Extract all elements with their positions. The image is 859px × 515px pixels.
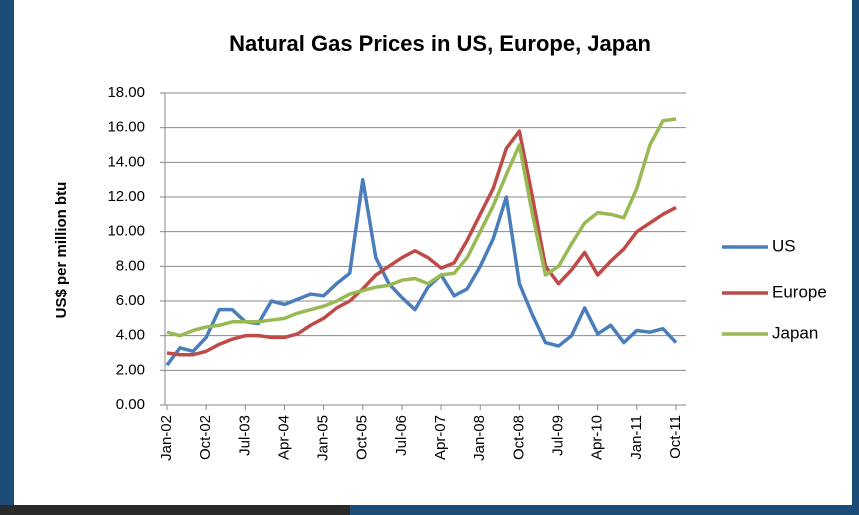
x-tick-label: Jul-03: [236, 415, 253, 456]
legend-label: Europe: [772, 282, 827, 301]
y-tick-label: 6.00: [116, 292, 145, 309]
y-tick-label: 8.00: [116, 257, 145, 274]
x-tick-label: Jan-08: [471, 415, 488, 461]
y-tick-label: 2.00: [116, 361, 145, 378]
legend-label: US: [772, 236, 796, 255]
y-tick-label: 4.00: [116, 327, 145, 344]
x-tick-label: Apr-07: [432, 415, 449, 460]
x-tick-label: Jul-09: [550, 415, 567, 456]
photo-strip: [0, 505, 350, 515]
series-line: [166, 117, 677, 338]
series-line: [166, 129, 677, 357]
y-tick-label: 18.00: [107, 84, 145, 101]
y-tick-label: 0.00: [116, 396, 145, 413]
x-tick-label: Apr-04: [275, 415, 292, 460]
y-tick-label: 16.00: [107, 119, 145, 136]
x-tick-label: Jul-06: [393, 415, 410, 456]
x-tick-label: Apr-10: [589, 415, 606, 460]
x-tick-label: Oct-11: [667, 415, 684, 459]
chart-title: Natural Gas Prices in US, Europe, Japan: [229, 31, 651, 56]
y-tick-label: 12.00: [107, 188, 145, 205]
x-tick-label: Jan-11: [628, 415, 645, 460]
x-tick-label: Jan-05: [315, 415, 332, 461]
y-axis-title: US$ per million btu: [53, 182, 70, 319]
legend-label: Japan: [772, 323, 818, 342]
y-tick-label: 14.00: [107, 153, 145, 170]
x-tick-label: Oct-05: [354, 415, 371, 460]
chart-area: [14, 0, 852, 505]
x-tick-label: Jan-02: [158, 415, 175, 461]
x-tick-label: Oct-02: [197, 415, 214, 460]
y-tick-label: 10.00: [107, 223, 145, 240]
x-tick-label: Oct-08: [510, 415, 527, 460]
